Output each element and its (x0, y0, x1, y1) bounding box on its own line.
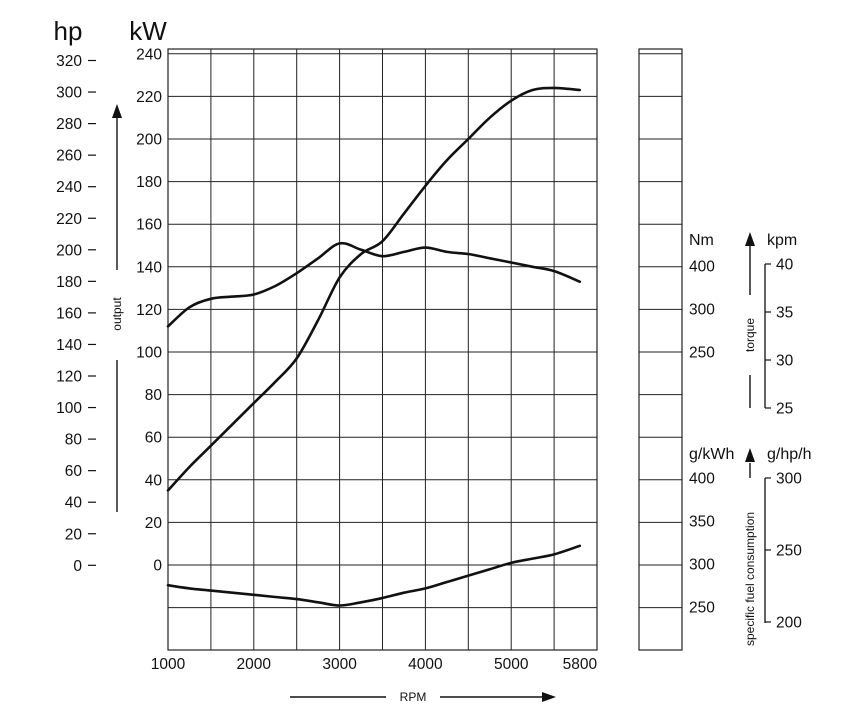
x-tick-label: 1000 (151, 656, 186, 673)
ghph-tick-label: 250 (776, 543, 802, 560)
hp-tick-label: 220 (56, 211, 82, 228)
kw-tick-label: 40 (145, 472, 163, 489)
side-panel-grid (638, 48, 683, 651)
nm-tick-label: 250 (689, 345, 715, 362)
ghph-tick-label: 300 (776, 471, 802, 488)
kpm-tick-label: 35 (776, 305, 793, 322)
ghph-tick-labels: 300 250 200 (765, 471, 802, 632)
kw-tick-label: 120 (136, 302, 162, 319)
hp-tick-labels: 3203002802602402202001801601401201008060… (56, 53, 96, 575)
hp-unit-label: hp (54, 16, 83, 46)
kw-unit-label: kW (129, 16, 167, 46)
torque-curve (166, 241, 582, 328)
kw-tick-label: 180 (136, 174, 162, 191)
x-tick-label: 5800 (563, 656, 598, 673)
side-panel-border (638, 48, 683, 651)
torque-arrow-up-icon (745, 232, 755, 246)
hp-tick-label: 40 (65, 495, 83, 512)
hp-tick-label: 320 (56, 53, 82, 70)
hp-tick-label: 180 (56, 274, 82, 291)
torque-axis-block: Nm kpm 400 300 250 40 35 30 25 torque (689, 232, 797, 418)
rpm-axis-label: RPM (400, 690, 427, 704)
kw-tick-label: 160 (136, 217, 162, 234)
hp-tick-label: 240 (56, 179, 82, 196)
fuel-axis-block: g/kWh g/hp/h 400 350 300 250 300 250 200 spec… (689, 446, 811, 646)
nm-unit-label: Nm (689, 232, 714, 249)
fuel-axis-label: specific fuel consumption (743, 512, 757, 646)
output-axis-indicator: output (110, 104, 124, 512)
nm-tick-label: 400 (689, 259, 715, 276)
x-tick-label: 5000 (494, 656, 529, 673)
ghph-unit-label: g/hp/h (767, 446, 811, 463)
kpm-tick-label: 30 (776, 353, 794, 370)
fuel-arrow-up-icon (745, 448, 755, 462)
kw-tick-label: 80 (145, 387, 163, 404)
hp-tick-label: 60 (65, 463, 83, 480)
kw-tick-label: 100 (136, 345, 162, 362)
x-tick-label: 3000 (322, 656, 357, 673)
gkwh-tick-label: 400 (689, 471, 715, 488)
main-grid (167, 48, 598, 651)
nm-tick-labels: 400 300 250 (689, 259, 715, 362)
kw-tick-label: 220 (136, 89, 162, 106)
kpm-tick-label: 25 (776, 401, 793, 418)
kw-tick-label: 240 (136, 46, 162, 63)
torque-axis-label: torque (743, 318, 757, 352)
hp-tick-label: 260 (56, 148, 82, 165)
hp-tick-label: 20 (65, 526, 83, 543)
kw-tick-label: 20 (145, 515, 163, 532)
hp-tick-label: 140 (56, 337, 82, 354)
output-curve (166, 86, 582, 492)
x-tick-labels: 1000 2000 3000 4000 5000 5800 (151, 656, 598, 673)
hp-tick-label: 80 (65, 432, 83, 449)
gkwh-tick-labels: 400 350 300 250 (689, 471, 715, 617)
hp-tick-label: 100 (56, 400, 82, 417)
specific-fuel-consumption-curve (166, 544, 582, 607)
gkwh-tick-label: 350 (689, 514, 715, 531)
data-curves (166, 86, 582, 607)
hp-tick-label: 160 (56, 305, 82, 322)
hp-tick-label: 280 (56, 116, 82, 133)
ghph-tick-label: 200 (776, 615, 802, 632)
kpm-tick-label: 40 (776, 257, 794, 274)
gkwh-tick-label: 250 (689, 600, 715, 617)
kw-tick-label: 0 (153, 558, 162, 575)
hp-tick-label: 0 (73, 558, 82, 575)
arrow-up-icon (112, 104, 122, 118)
arrow-right-icon (542, 692, 556, 702)
hp-tick-label: 300 (56, 85, 82, 102)
kpm-tick-labels: 40 35 30 25 (765, 257, 794, 418)
rpm-axis-indicator: RPM (290, 690, 556, 704)
gkwh-tick-label: 300 (689, 557, 715, 574)
gkwh-unit-label: g/kWh (689, 446, 734, 463)
output-axis-label: output (110, 297, 124, 331)
x-tick-label: 2000 (237, 656, 272, 673)
hp-tick-label: 120 (56, 369, 82, 386)
x-tick-label: 4000 (408, 656, 443, 673)
kw-tick-label: 140 (136, 259, 162, 276)
hp-tick-label: 200 (56, 242, 82, 259)
kpm-unit-label: kpm (767, 232, 797, 249)
kw-tick-label: 200 (136, 132, 162, 149)
kw-tick-label: 60 (145, 430, 163, 447)
nm-tick-label: 300 (689, 302, 715, 319)
